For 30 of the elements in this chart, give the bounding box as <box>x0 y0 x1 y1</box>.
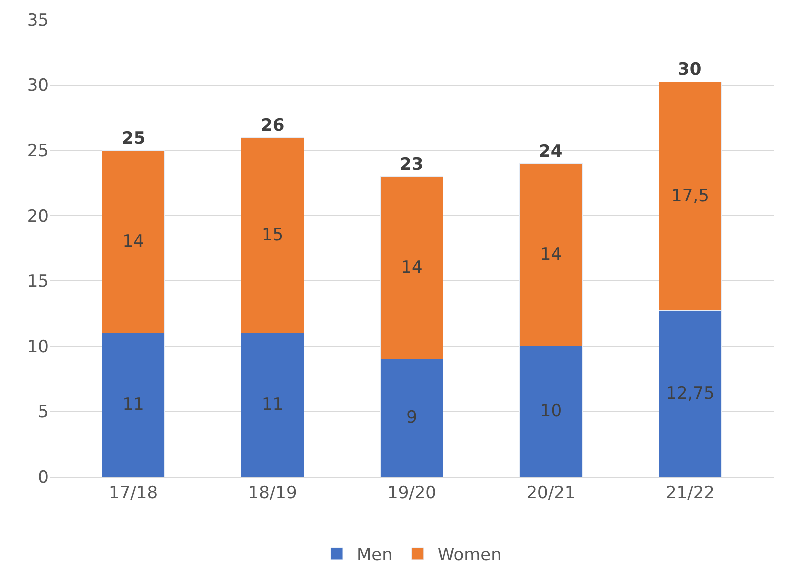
data-label: 14 <box>401 258 423 278</box>
y-tick-label: 30 <box>27 76 49 96</box>
y-tick-label: 0 <box>38 468 49 488</box>
data-label: 9 <box>406 408 418 428</box>
data-label: 11 <box>122 395 144 416</box>
data-label: 12,75 <box>666 384 715 404</box>
y-tick-label: 10 <box>27 337 49 358</box>
data-label: 15 <box>262 225 284 246</box>
data-label: 10 <box>540 402 562 422</box>
x-tick-label: 21/22 <box>666 483 715 504</box>
total-label: 26 <box>261 116 285 136</box>
x-tick-label: 18/19 <box>248 483 298 504</box>
y-tick-label: 35 <box>27 10 49 31</box>
data-label: 14 <box>122 232 144 252</box>
x-tick-label: 19/20 <box>388 483 436 504</box>
y-tick-label: 5 <box>38 402 49 423</box>
x-tick-label: 20/21 <box>526 483 576 504</box>
data-label: 17,5 <box>672 186 710 206</box>
total-label: 23 <box>400 155 424 175</box>
x-tick-label: 17/18 <box>109 483 158 504</box>
data-label: 14 <box>540 245 562 266</box>
y-tick-label: 15 <box>27 272 49 292</box>
total-label: 25 <box>122 129 146 149</box>
legend-label: Women <box>438 546 502 566</box>
legend-label: Men <box>357 546 393 566</box>
total-label: 24 <box>539 142 563 162</box>
y-tick-label: 25 <box>27 142 49 162</box>
y-tick-label: 20 <box>27 206 49 227</box>
total-label: 30 <box>678 60 702 80</box>
data-label: 11 <box>262 395 284 416</box>
